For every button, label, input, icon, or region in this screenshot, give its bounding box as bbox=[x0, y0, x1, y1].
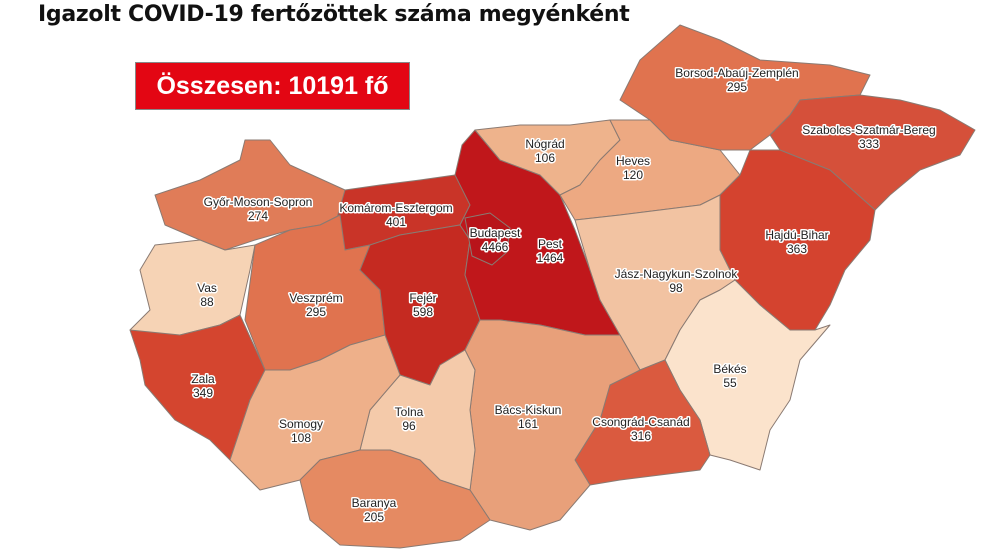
label-jasz: Jász-Nagykun-Szolnok 98 bbox=[615, 267, 739, 295]
county-name: Budapest bbox=[470, 226, 521, 240]
county-name: Jász-Nagykun-Szolnok bbox=[615, 267, 739, 281]
county-name: Győr-Moson-Sopron bbox=[204, 195, 313, 209]
label-komarom: Komárom-Esztergom 401 bbox=[339, 201, 452, 229]
county-name: Baranya bbox=[352, 496, 397, 510]
county-value: 401 bbox=[386, 215, 406, 229]
county-budapest bbox=[464, 212, 511, 266]
county-name: Borsod-Abaúj-Zemplén bbox=[675, 66, 798, 80]
label-nograd: Nógrád 106 bbox=[525, 137, 564, 165]
county-name: Békés bbox=[713, 362, 746, 376]
county-value: 295 bbox=[306, 305, 326, 319]
county-value: 96 bbox=[402, 419, 416, 433]
county-name: Hajdú-Bihar bbox=[765, 228, 828, 242]
county-name: Fejér bbox=[409, 291, 436, 305]
county-name: Csongrád-Csanád bbox=[592, 415, 689, 429]
county-value: 106 bbox=[535, 151, 555, 165]
label-pest: Pest 1464 bbox=[537, 237, 564, 265]
county-name: Veszprém bbox=[289, 291, 342, 305]
county-name: Pest bbox=[538, 237, 563, 251]
label-bekes: Békés 55 bbox=[713, 362, 746, 390]
label-veszprem: Veszprém 295 bbox=[289, 291, 342, 319]
label-somogy: Somogy 108 bbox=[279, 417, 323, 445]
county-value: 88 bbox=[200, 295, 214, 309]
county-name: Nógrád bbox=[525, 137, 564, 151]
county-name: Heves bbox=[616, 154, 650, 168]
county-value: 108 bbox=[291, 431, 311, 445]
county-value: 274 bbox=[248, 209, 268, 223]
county-name: Komárom-Esztergom bbox=[339, 201, 452, 215]
county-name: Szabolcs-Szatmár-Bereg bbox=[802, 123, 935, 137]
label-csongrad: Csongrád-Csanád 316 bbox=[592, 415, 689, 443]
county-value: 98 bbox=[669, 281, 683, 295]
label-tolna: Tolna 96 bbox=[395, 405, 424, 433]
county-name: Somogy bbox=[279, 417, 323, 431]
county-value: 349 bbox=[193, 386, 213, 400]
county-value: 1464 bbox=[537, 251, 564, 265]
county-value: 4466 bbox=[482, 240, 509, 254]
county-value: 598 bbox=[413, 305, 433, 319]
county-value: 295 bbox=[727, 80, 747, 94]
label-gyor: Győr-Moson-Sopron 274 bbox=[204, 195, 313, 223]
county-value: 205 bbox=[364, 510, 384, 524]
label-budapest: Budapest 4466 bbox=[470, 226, 521, 254]
county-value: 316 bbox=[631, 429, 651, 443]
county-baranya bbox=[299, 449, 491, 549]
label-hajdu: Hajdú-Bihar 363 bbox=[765, 228, 828, 256]
county-name: Vas bbox=[197, 281, 217, 295]
county-value: 161 bbox=[518, 417, 538, 431]
total-cases-badge: Összesen: 10191 fő bbox=[135, 62, 410, 110]
label-zala: Zala 349 bbox=[191, 372, 215, 400]
county-name: Zala bbox=[191, 372, 215, 386]
label-bacs: Bács-Kiskun 161 bbox=[495, 403, 562, 431]
county-name: Tolna bbox=[395, 405, 424, 419]
label-fejer: Fejér 598 bbox=[409, 291, 436, 319]
county-value: 333 bbox=[859, 137, 879, 151]
label-vas: Vas 88 bbox=[197, 281, 217, 309]
county-name: Bács-Kiskun bbox=[495, 403, 562, 417]
label-baranya: Baranya 205 bbox=[352, 496, 397, 524]
label-szabolcs: Szabolcs-Szatmár-Bereg 333 bbox=[802, 123, 935, 151]
label-heves: Heves 120 bbox=[616, 154, 650, 182]
page-title: Igazolt COVID-19 fertőzöttek száma megyé… bbox=[38, 2, 630, 27]
county-value: 363 bbox=[787, 242, 807, 256]
county-value: 120 bbox=[623, 168, 643, 182]
county-value: 55 bbox=[723, 376, 737, 390]
label-borsod: Borsod-Abaúj-Zemplén 295 bbox=[675, 66, 798, 94]
